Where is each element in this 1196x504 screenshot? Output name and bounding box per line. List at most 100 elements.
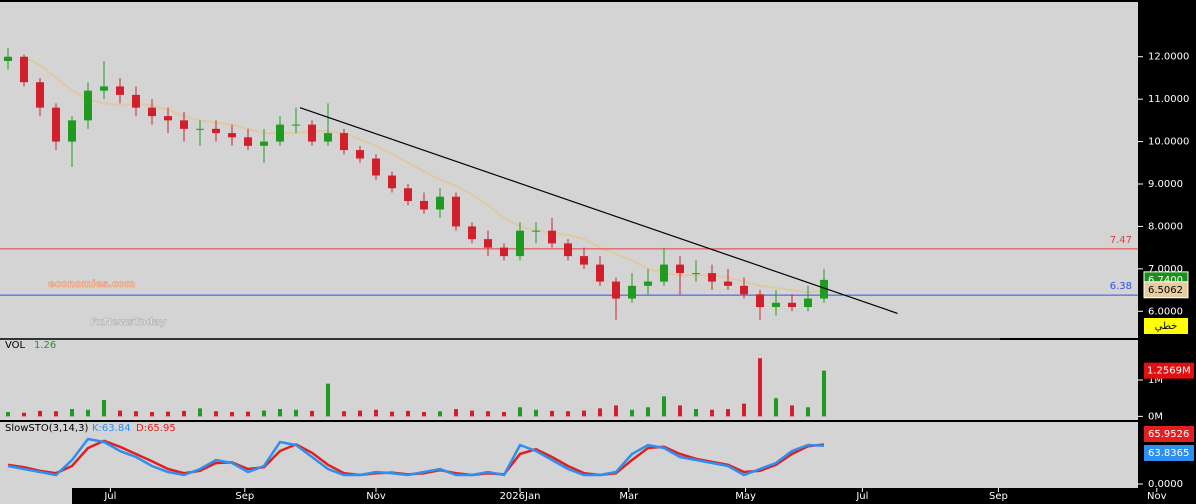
volume-bar (6, 412, 10, 417)
volume-bar (70, 409, 74, 417)
candle-body (724, 281, 732, 286)
x-tick-label: Sep (235, 491, 254, 502)
volume-bar (742, 403, 746, 417)
volume-bar (550, 410, 554, 417)
volume-bar (502, 412, 506, 417)
pane-title: SlowSTO(3,14,3) (5, 423, 88, 434)
volume-bar (166, 411, 170, 417)
watermark: economies.com (48, 279, 135, 290)
volume-bar (518, 407, 522, 417)
volume-bar (774, 398, 778, 417)
candle-body (436, 196, 444, 210)
candle-body (116, 86, 124, 95)
volume-bar (598, 408, 602, 417)
volume-bar (86, 409, 90, 417)
candle-body (148, 107, 156, 117)
volume-bar (230, 412, 234, 417)
candle-body (356, 150, 364, 159)
moving-average (23, 55, 825, 294)
x-tick-label: Nov (1147, 491, 1167, 502)
y-tick-label: 1M (1148, 375, 1163, 386)
candle-body (548, 230, 556, 244)
y-tick-label: 0M (1148, 411, 1163, 422)
candle-body (676, 264, 684, 274)
candle-body (500, 247, 508, 257)
x-tick-label: Jul (855, 491, 868, 502)
volume-bar (38, 410, 42, 417)
candle-body (564, 243, 572, 257)
candle-body (772, 302, 780, 308)
volume-bar (678, 405, 682, 417)
volume-bar (22, 412, 26, 417)
plot: 6.0000 7.0000 8.0000 9.0000 10.0000 11.0000 12… (0, 48, 1196, 504)
candle-body (4, 56, 12, 61)
level-label: 7.47 (1110, 235, 1132, 246)
tag-text: خطي (1155, 321, 1178, 332)
candle-body (484, 239, 492, 248)
candle-body (52, 107, 60, 142)
volume-bar (374, 409, 378, 417)
volume-bar (390, 411, 394, 417)
candle-body (404, 188, 412, 201)
candle-body (644, 281, 652, 286)
volume-bar (438, 411, 442, 417)
candle-body (340, 133, 348, 151)
volume-bar (310, 410, 314, 417)
volume-tag (1144, 362, 1194, 379)
y-tick-label: 8.0000 (1148, 221, 1183, 232)
stoch-tag-label: 65.9526 (1148, 429, 1189, 440)
candle-body (388, 175, 396, 189)
volume-bar (358, 410, 362, 417)
volume-bar (326, 383, 330, 417)
x-tick-label: Jul (103, 491, 116, 502)
candle-body (276, 124, 284, 142)
stoch-tag (1144, 445, 1194, 461)
volume-bar (246, 411, 250, 417)
volume-bar (118, 410, 122, 417)
volume-bar (662, 396, 666, 417)
volume-bar (790, 405, 794, 417)
candle-body (660, 264, 668, 282)
volume-bar (486, 411, 490, 417)
candle-body (68, 120, 76, 142)
candle-body (708, 273, 716, 282)
x-tick-label: Mar (619, 491, 639, 502)
volume-bar (134, 411, 138, 417)
stoch-pane (0, 422, 1138, 488)
volume-bar (646, 407, 650, 417)
volume-bar (614, 405, 618, 417)
x-axis-bg (72, 488, 1196, 504)
volume-bar (214, 411, 218, 417)
volume-tag-label: 1.2569M (1147, 366, 1191, 377)
y-tick-label: 6.0000 (1148, 306, 1183, 317)
candle-body (468, 226, 476, 240)
volume-bar (422, 412, 426, 417)
pane-value: 1.26 (34, 340, 56, 351)
candle-body (132, 94, 140, 108)
y-tick-label: 12.0000 (1148, 52, 1189, 63)
y-tick-label: 11.0000 (1148, 94, 1189, 105)
volume-bar (406, 410, 410, 417)
candle-body (420, 200, 428, 210)
volume-bar (150, 412, 154, 417)
stoch-tag-label: 63.8365 (1148, 448, 1189, 459)
volume-pane (0, 340, 1138, 420)
candle-body (628, 285, 636, 299)
volume-bar (278, 409, 282, 417)
volume-bar (54, 411, 58, 417)
volume-bar (710, 409, 714, 417)
candle-body (532, 230, 540, 232)
candle-body (244, 137, 252, 146)
candle-body (820, 279, 828, 299)
candle-body (756, 294, 764, 308)
legend-entry: D:65.95 (136, 423, 176, 434)
price-tag-label: 6.7400 (1148, 275, 1183, 286)
candle-body (100, 86, 108, 91)
volume-bar (758, 358, 762, 417)
volume-bar (182, 410, 186, 417)
candle-body (308, 124, 316, 142)
axis-corner (0, 488, 72, 504)
volume-bar (694, 409, 698, 417)
candle-body (292, 124, 300, 126)
